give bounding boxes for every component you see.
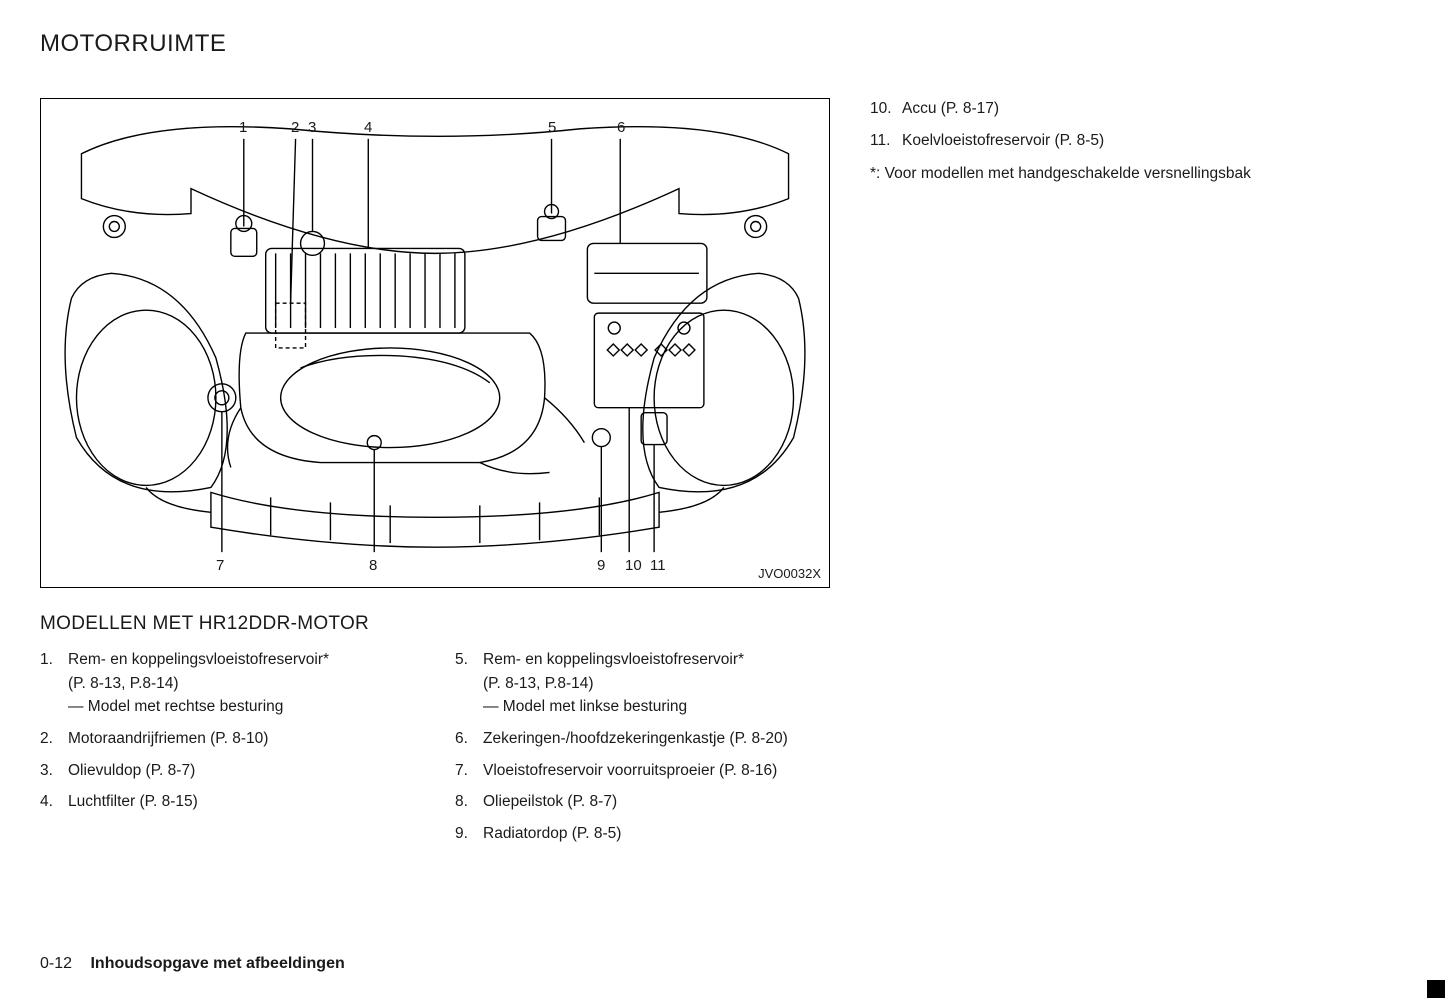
legend-text: Vloeistofreservoir voorruitsproeier (P. … (483, 760, 777, 782)
legend-item: 5.Rem- en koppelingsvloeistofreservoir*(… (455, 649, 840, 718)
engine-diagram: 123456 7891011 (40, 98, 830, 588)
callout-bottom: 9 (597, 557, 605, 574)
content-row: 123456 7891011 (40, 98, 1405, 855)
legend-item: 1.Rem- en koppelingsvloeistofreservoir*(… (40, 649, 425, 718)
section-title: Inhoudsopgave met afbeeldingen (90, 955, 344, 972)
legend-text: Luchtfilter (P. 8-15) (68, 791, 198, 813)
legend-text: Olievuldop (P. 8-7) (68, 760, 195, 782)
legend-text: Accu (P. 8-17) (902, 98, 999, 120)
legend-num: 6. (455, 728, 483, 750)
legend-item: 11.Koelvloeistofreservoir (P. 8-5) (870, 130, 1405, 152)
page-footer: 0-12 Inhoudsopgave met afbeeldingen (40, 955, 345, 973)
legend-num: 3. (40, 760, 68, 782)
callout-bottom: 10 (625, 557, 642, 574)
callout-top: 6 (617, 119, 625, 136)
callout-top: 3 (308, 119, 316, 136)
legend-num: 9. (455, 823, 483, 845)
callout-bottom: 8 (369, 557, 377, 574)
legend-num: 11. (870, 130, 902, 152)
callout-bottom: 7 (216, 557, 224, 574)
callout-bottom: 11 (650, 557, 666, 574)
legend-text: Oliepeilstok (P. 8-7) (483, 791, 617, 813)
diagram-id: JVO0032X (758, 566, 821, 581)
page-number: 0-12 (40, 955, 72, 972)
callout-top: 4 (364, 119, 372, 136)
legend-item: 3.Olievuldop (P. 8-7) (40, 760, 425, 782)
legend-item: 4.Luchtfilter (P. 8-15) (40, 791, 425, 813)
legend-columns: 1.Rem- en koppelingsvloeistofreservoir*(… (40, 649, 840, 855)
legend-text: Zekeringen-/hoofdzekeringenkastje (P. 8-… (483, 728, 788, 750)
legend-text: Radiatordop (P. 8-5) (483, 823, 621, 845)
legend-col-2: 5.Rem- en koppelingsvloeistofreservoir*(… (455, 649, 840, 845)
legend-num: 2. (40, 728, 68, 750)
subtitle: MODELLEN MET HR12DDR-MOTOR (40, 613, 840, 635)
legend-item: 2.Motoraandrijfriemen (P. 8-10) (40, 728, 425, 750)
corner-crop-mark (1427, 980, 1445, 998)
legend-item: 7.Vloeistofreservoir voorruitsproeier (P… (455, 760, 840, 782)
left-column: 123456 7891011 (40, 98, 840, 855)
callout-top: 5 (548, 119, 556, 136)
legend-num: 7. (455, 760, 483, 782)
legend-text: Koelvloeistofreservoir (P. 8-5) (902, 130, 1104, 152)
legend-col-1: 1.Rem- en koppelingsvloeistofreservoir*(… (40, 649, 425, 813)
legend-item: 8.Oliepeilstok (P. 8-7) (455, 791, 840, 813)
callout-top: 2 (291, 119, 299, 136)
legend-text: Rem- en koppelingsvloeistofreservoir*(P.… (68, 649, 329, 718)
legend-text: Motoraandrijfriemen (P. 8-10) (68, 728, 268, 750)
legend-num: 8. (455, 791, 483, 813)
legend-item: 6.Zekeringen-/hoofdzekeringenkastje (P. … (455, 728, 840, 750)
page-title: MOTORRUIMTE (40, 30, 1405, 58)
callout-top: 1 (239, 119, 247, 136)
legend-right: 10.Accu (P. 8-17)11.Koelvloeistofreservo… (870, 98, 1405, 153)
engine-svg (41, 99, 829, 587)
right-column: 10.Accu (P. 8-17)11.Koelvloeistofreservo… (870, 98, 1405, 855)
legend-text: Rem- en koppelingsvloeistofreservoir*(P.… (483, 649, 744, 718)
legend-item: 9.Radiatordop (P. 8-5) (455, 823, 840, 845)
footnote: *: Voor modellen met handgeschakelde ver… (870, 163, 1405, 185)
legend-num: 4. (40, 791, 68, 813)
legend-num: 10. (870, 98, 902, 120)
legend-num: 5. (455, 649, 483, 718)
legend-num: 1. (40, 649, 68, 718)
legend-item: 10.Accu (P. 8-17) (870, 98, 1405, 120)
